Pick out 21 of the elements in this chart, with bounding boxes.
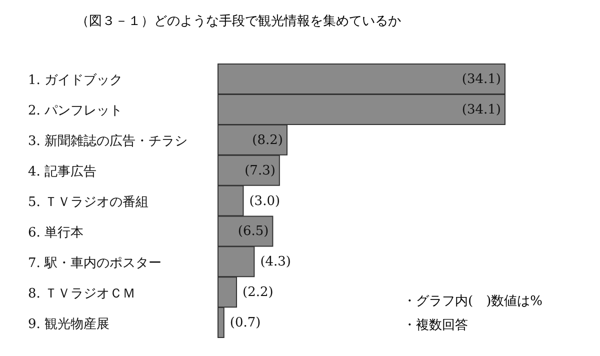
data-label: (34.1) [462, 72, 501, 87]
data-label: (0.7) [230, 316, 261, 331]
data-label: (2.2) [242, 285, 274, 300]
annotation: ・複数回答 [403, 317, 468, 334]
data-label: (7.3) [244, 163, 276, 178]
y-tick-label: 7. 駅・車内のポスター [28, 256, 162, 271]
y-tick-label: 9. 観光物産展 [28, 316, 110, 332]
data-label: (3.0) [249, 194, 280, 209]
chart-title: （図３－１）どのような手段で観光情報を集めているか [76, 13, 401, 30]
y-tick-label: 1. ガイドブック [28, 73, 123, 88]
y-tick-label: 4. 記事広告 [28, 164, 97, 180]
y-tick-label: 2. パンフレット [28, 104, 123, 119]
y-tick-label: 6. 単行本 [28, 225, 84, 240]
data-label: (6.5) [238, 224, 269, 240]
data-label: (4.3) [260, 254, 292, 270]
data-label: (8.2) [252, 132, 284, 148]
y-tick-label: 8. ＴＶラジオＣＭ [28, 286, 136, 302]
data-label: (34.1) [462, 102, 501, 118]
y-tick-label: 3. 新聞雑誌の広告・チラシ [28, 133, 188, 150]
y-tick-label: 5. ＴＶラジオの番組 [28, 195, 149, 210]
annotation: ・グラフ内( )数値は% [403, 293, 542, 310]
